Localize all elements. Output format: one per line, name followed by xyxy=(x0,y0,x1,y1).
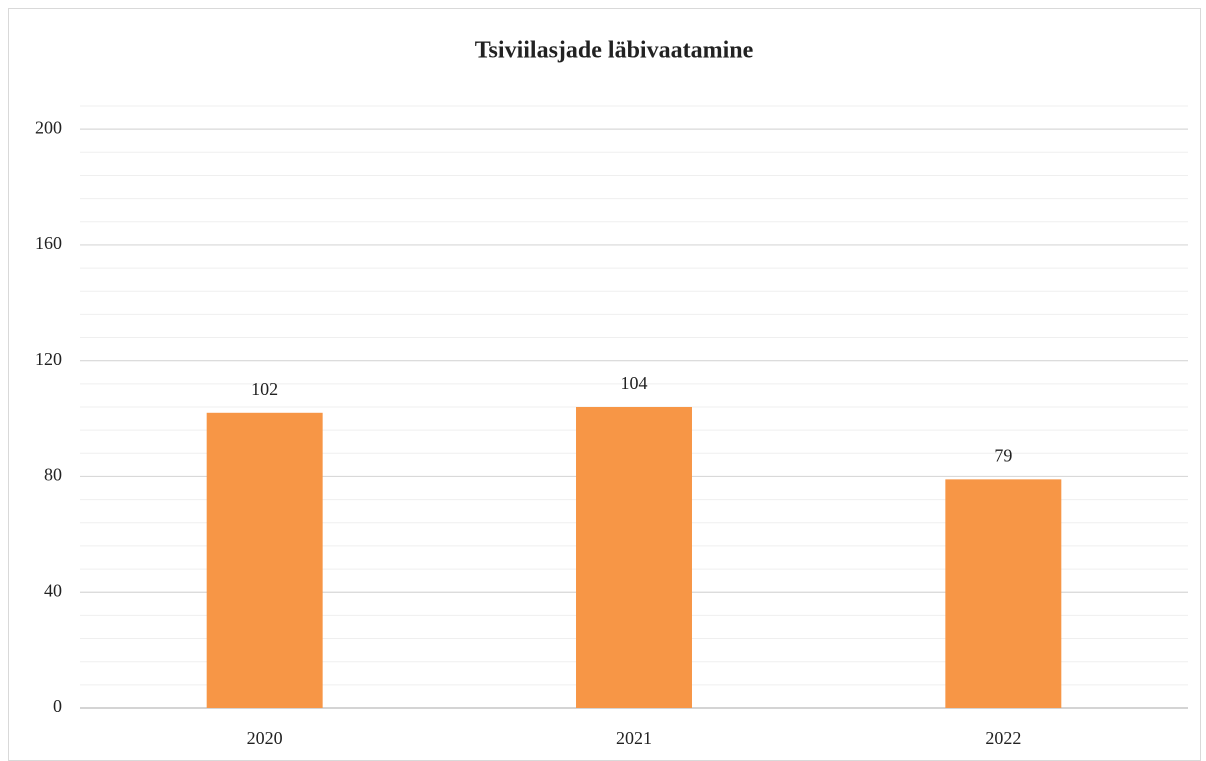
data-label: 104 xyxy=(621,373,648,393)
x-tick-label: 2021 xyxy=(616,728,652,748)
chart-title: Tsiviilasjade läbivaatamine xyxy=(475,38,754,64)
bar xyxy=(576,407,692,708)
y-tick-label: 0 xyxy=(53,696,62,716)
y-tick-label: 200 xyxy=(35,117,62,137)
x-tick-label: 2020 xyxy=(247,728,283,748)
data-label: 102 xyxy=(251,379,278,399)
y-tick-label: 160 xyxy=(35,233,62,253)
data-label: 79 xyxy=(994,445,1012,465)
y-tick-label: 40 xyxy=(44,580,62,600)
y-tick-label: 120 xyxy=(35,349,62,369)
bar xyxy=(206,412,323,708)
bar xyxy=(945,479,1062,708)
x-tick-label: 2022 xyxy=(985,728,1021,748)
y-tick-label: 80 xyxy=(44,465,62,485)
